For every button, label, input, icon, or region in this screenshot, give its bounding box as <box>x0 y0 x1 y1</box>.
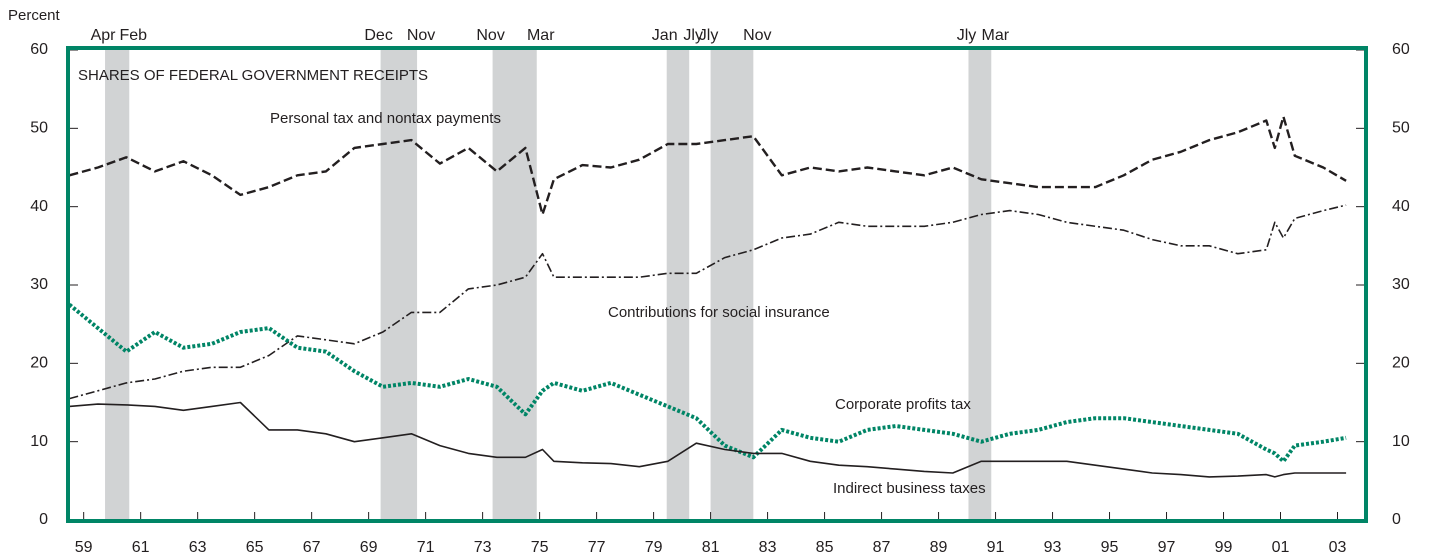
recession-end-label: Jly <box>683 27 703 44</box>
x-tick-label: 59 <box>75 539 93 556</box>
y-tick-label-left: 20 <box>30 355 48 372</box>
y-tick-label-right: 50 <box>1392 120 1410 137</box>
recession-band <box>492 48 537 522</box>
recession-start-label: Jly <box>699 27 719 44</box>
series-line <box>68 303 1347 464</box>
recession-band <box>105 48 130 522</box>
x-tick-label: 01 <box>1272 539 1290 556</box>
series-line <box>69 204 1347 400</box>
x-tick-label: 81 <box>702 539 720 556</box>
y-tick-label-right: 30 <box>1392 276 1410 293</box>
recession-band <box>968 48 992 522</box>
recession-start-label: Jly <box>957 27 977 44</box>
series-label: Indirect business taxes <box>833 480 986 497</box>
x-tick-label: 99 <box>1215 539 1233 556</box>
recession-end-label: Mar <box>527 27 555 44</box>
series-label: Personal tax and nontax payments <box>270 110 501 127</box>
recession-band <box>666 48 690 522</box>
x-tick-label: 95 <box>1101 539 1119 556</box>
y-axis-label: Percent <box>8 7 61 24</box>
x-tick-label: 87 <box>873 539 891 556</box>
x-tick-label: 89 <box>930 539 948 556</box>
recession-start-label: Dec <box>364 27 392 44</box>
recession-end-label: Feb <box>119 27 147 44</box>
x-tick-label: 69 <box>360 539 378 556</box>
y-tick-label-left: 0 <box>39 511 48 528</box>
x-tick-label: 91 <box>987 539 1005 556</box>
y-tick-label-left: 30 <box>30 276 48 293</box>
x-tick-label: 77 <box>588 539 606 556</box>
recession-end-label: Nov <box>407 27 435 44</box>
x-tick-label: 93 <box>1044 539 1062 556</box>
series-label: Corporate profits tax <box>835 396 971 413</box>
series-line <box>69 401 1347 478</box>
y-tick-label-left: 50 <box>30 120 48 137</box>
x-tick-label: 73 <box>474 539 492 556</box>
y-tick-label-right: 40 <box>1392 198 1410 215</box>
y-tick-label-right: 0 <box>1392 511 1401 528</box>
y-tick-label-left: 10 <box>30 433 48 450</box>
recession-end-label: Nov <box>743 27 771 44</box>
recession-end-label: Mar <box>981 27 1009 44</box>
recession-start-label: Nov <box>476 27 504 44</box>
x-tick-label: 75 <box>531 539 549 556</box>
x-tick-label: 83 <box>759 539 777 556</box>
x-tick-label: 67 <box>303 539 321 556</box>
x-tick-label: 65 <box>246 539 264 556</box>
recession-band <box>710 48 754 522</box>
y-tick-label-right: 10 <box>1392 433 1410 450</box>
y-tick-label-right: 20 <box>1392 355 1410 372</box>
x-tick-label: 97 <box>1158 539 1176 556</box>
recession-band <box>380 48 418 522</box>
recession-start-label: Jan <box>652 27 678 44</box>
y-tick-label-left: 60 <box>30 41 48 58</box>
x-tick-label: 63 <box>189 539 207 556</box>
x-tick-label: 61 <box>132 539 150 556</box>
series-label: Contributions for social insurance <box>608 304 830 321</box>
y-tick-label-right: 60 <box>1392 41 1410 58</box>
x-tick-label: 85 <box>816 539 834 556</box>
x-tick-label: 03 <box>1329 539 1347 556</box>
y-tick-label-left: 40 <box>30 198 48 215</box>
plot-frame <box>66 46 1368 523</box>
x-tick-label: 79 <box>645 539 663 556</box>
series-line <box>69 115 1347 216</box>
x-tick-label: 71 <box>417 539 435 556</box>
recession-start-label: Apr <box>91 27 117 44</box>
chart-title: SHARES OF FEDERAL GOVERNMENT RECEIPTS <box>78 67 428 84</box>
